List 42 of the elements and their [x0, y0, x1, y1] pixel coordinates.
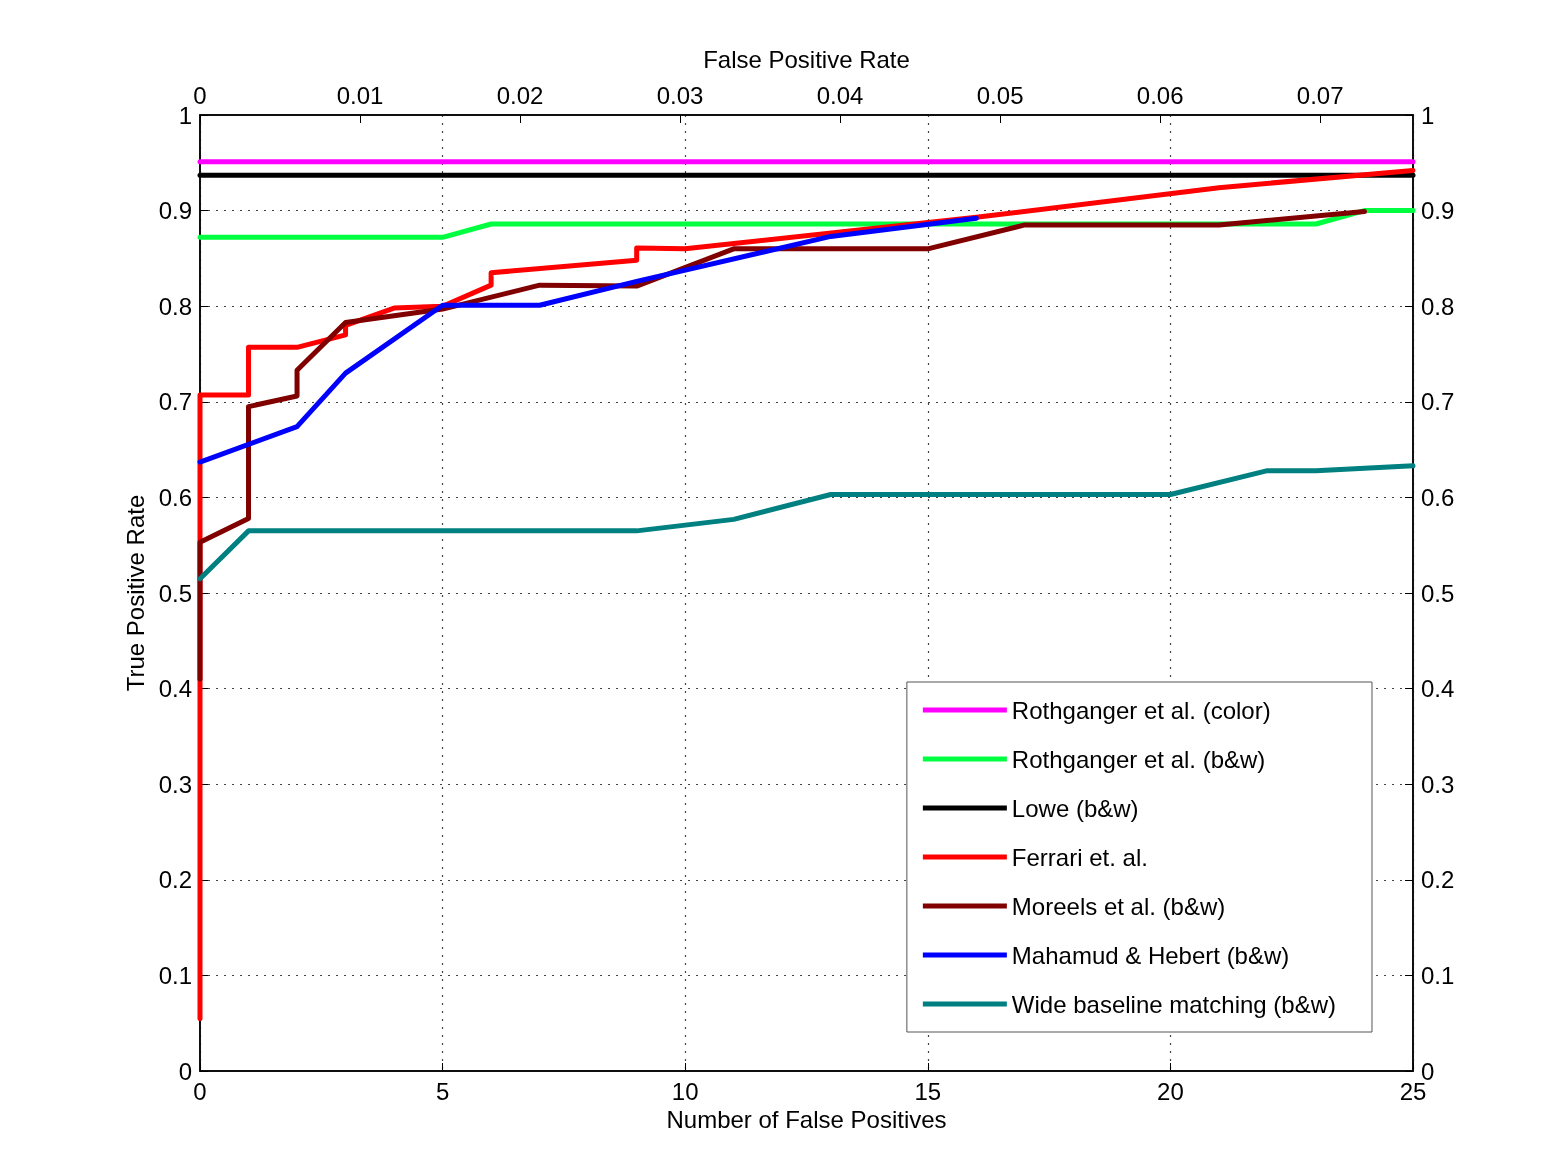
legend-label: Lowe (b&w) [1011, 794, 1139, 822]
legend-label: Rothganger et al. (b&w) [1011, 745, 1266, 773]
y-tick-label: 0.2 [158, 866, 192, 894]
y2-tick-label: 0.7 [1421, 388, 1455, 416]
legend-label: Rothganger et al. (color) [1011, 696, 1271, 724]
y-tick-label: 0.1 [158, 961, 192, 989]
y2-tick-label: 0.1 [1421, 961, 1455, 989]
y-tick-label: 1 [178, 101, 192, 129]
y2-tick-label: 0.3 [1421, 770, 1455, 798]
y-tick-label: 0.9 [158, 197, 192, 225]
x2-tick-label: 0.01 [336, 81, 384, 109]
y2-tick-label: 0.4 [1421, 675, 1455, 703]
y2-tick-label: 1 [1421, 101, 1435, 129]
y-tick-label: 0.6 [158, 483, 192, 511]
y2-tick-label: 0.9 [1421, 197, 1455, 225]
x2-tick-label: 0.03 [656, 81, 704, 109]
y-tick-label: 0.3 [158, 770, 192, 798]
y-tick-label: 0.5 [158, 579, 192, 607]
y-axis-title: True Positive Rate [122, 494, 150, 692]
x-tick-label: 10 [671, 1077, 699, 1105]
y-tick-label: 0.8 [158, 292, 192, 320]
x2-axis-title: False Positive Rate [703, 45, 910, 73]
y-tick-label: 0.7 [158, 388, 192, 416]
y-tick-label: 0.4 [158, 675, 192, 703]
x2-tick-label: 0.04 [816, 81, 864, 109]
x2-tick-label: 0.02 [496, 81, 544, 109]
x2-tick-label: 0.05 [976, 81, 1024, 109]
y2-tick-label: 0.8 [1421, 292, 1455, 320]
legend-label: Moreels et al. (b&w) [1011, 892, 1226, 920]
x2-tick-label: 0.07 [1296, 81, 1344, 109]
legend-label: Mahamud & Hebert (b&w) [1011, 941, 1290, 969]
x-axis-title: Number of False Positives [666, 1106, 947, 1134]
y2-tick-label: 0.6 [1421, 483, 1455, 511]
y2-tick-label: 0.2 [1421, 866, 1455, 894]
y-tick-label: 0 [178, 1057, 192, 1085]
x-tick-label: 15 [914, 1077, 942, 1105]
legend-label: Wide baseline matching (b&w) [1011, 990, 1336, 1018]
y2-tick-label: 0.5 [1421, 579, 1455, 607]
legend-label: Ferrari et. al. [1011, 843, 1148, 871]
x-tick-label: 20 [1157, 1077, 1184, 1105]
x-tick-label: 5 [435, 1077, 450, 1105]
x2-tick-label: 0.06 [1136, 81, 1184, 109]
